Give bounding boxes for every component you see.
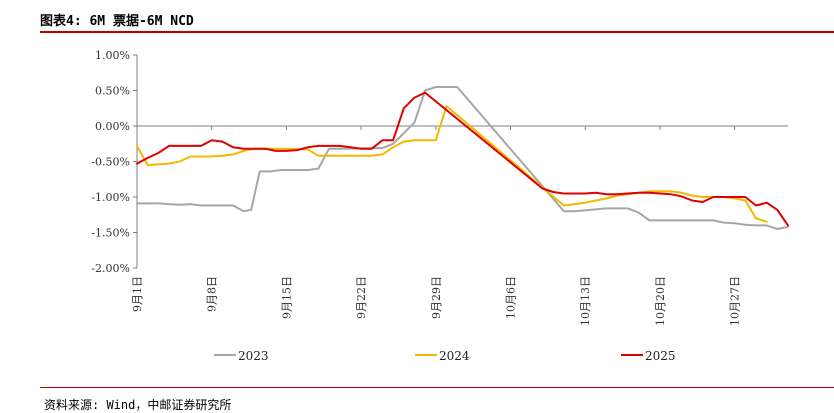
title-rule — [40, 31, 834, 33]
x-tick-label: 10月6日 — [505, 276, 518, 319]
chart-title: 图表4: 6M 票据-6M NCD — [40, 14, 194, 29]
x-tick-label: 9月22日 — [355, 276, 368, 319]
legend-label-2024: 2024 — [439, 349, 470, 363]
y-tick-label: 1.00% — [95, 49, 130, 62]
x-tick-label: 9月15日 — [280, 276, 293, 319]
x-tick-label: 10月27日 — [729, 276, 742, 326]
y-tick-label: -2.00% — [91, 262, 130, 275]
x-tick-label: 9月29日 — [430, 276, 443, 319]
chart-axes: 1.00%0.50%0.00%-0.50%-1.00%-1.50%-2.00%9… — [91, 49, 788, 326]
source-rule — [40, 387, 834, 388]
legend-label-2025: 2025 — [645, 349, 676, 363]
y-tick-label: 0.00% — [95, 120, 130, 133]
x-tick-label: 10月20日 — [654, 276, 667, 326]
y-tick-label: -1.00% — [91, 191, 130, 204]
chart-legend: 2023 2024 2025 — [214, 349, 676, 363]
x-tick-label: 9月8日 — [206, 276, 219, 312]
y-tick-label: 0.50% — [95, 85, 130, 98]
series-line-2024 — [136, 105, 768, 223]
y-tick-label: -1.50% — [91, 227, 130, 240]
y-tick-label: -0.50% — [91, 156, 130, 169]
x-tick-label: 10月13日 — [579, 276, 592, 326]
source-note: 资料来源: Wind，中邮证券研究所 — [44, 398, 232, 412]
legend-label-2023: 2023 — [238, 349, 269, 363]
x-tick-label: 9月1日 — [131, 276, 144, 312]
series-line-2025 — [136, 91, 789, 227]
chart-series — [136, 86, 789, 230]
series-line-2023 — [136, 86, 789, 230]
